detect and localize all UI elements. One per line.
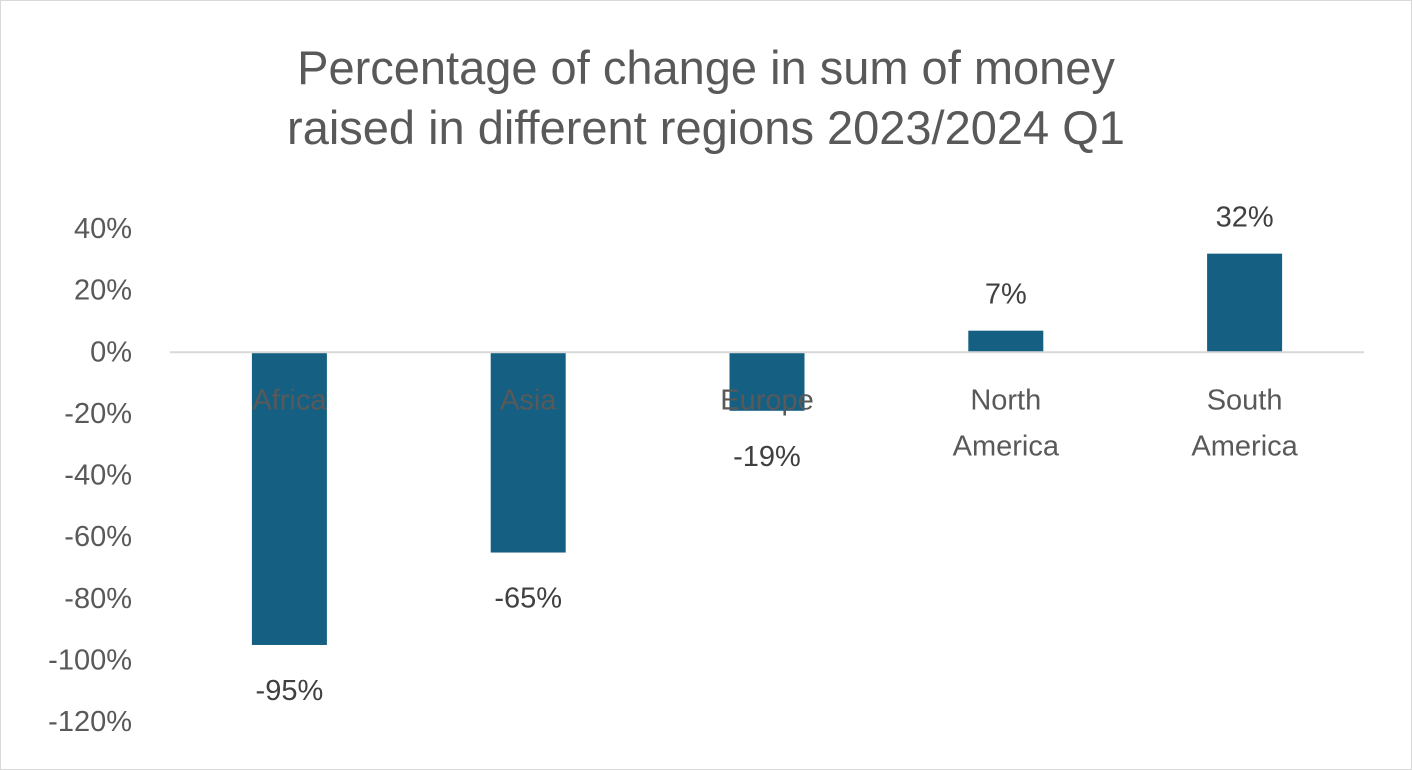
- category-label: North: [970, 384, 1041, 416]
- category-label: Asia: [500, 384, 557, 416]
- y-tick-label: -120%: [48, 706, 132, 738]
- y-tick-label: 20%: [74, 275, 132, 307]
- category-label: America: [953, 430, 1060, 462]
- chart-title-line-1: Percentage of change in sum of money: [297, 41, 1115, 94]
- data-label: 7%: [985, 279, 1027, 311]
- y-axis-ticks: 40% 20% 0% -20% -40% -60% -80% -100% -120%: [48, 213, 132, 738]
- bar: [490, 352, 566, 553]
- category-label: Africa: [252, 384, 327, 416]
- category-label: South: [1207, 384, 1283, 416]
- bar: [1207, 253, 1283, 353]
- category-labels: Africa Asia Europe North America South America: [252, 384, 1298, 462]
- y-tick-label: 0%: [90, 336, 132, 368]
- y-tick-label: -100%: [48, 644, 132, 676]
- y-tick-label: 40%: [74, 213, 132, 245]
- category-label: America: [1191, 430, 1298, 462]
- chart-title: Percentage of change in sum of money rai…: [0, 38, 1412, 158]
- data-label: 32%: [1216, 202, 1274, 234]
- bars-group: [251, 253, 1283, 645]
- y-tick-label: -80%: [64, 583, 132, 615]
- data-label: -19%: [733, 441, 801, 473]
- data-label: -95%: [256, 675, 324, 707]
- y-tick-label: -20%: [64, 398, 132, 430]
- bar: [251, 352, 327, 645]
- chart-title-line-2: raised in different regions 2023/2024 Q1: [287, 101, 1125, 154]
- bar: [968, 330, 1044, 353]
- category-label: Europe: [720, 384, 814, 416]
- y-tick-label: -40%: [64, 460, 132, 492]
- data-labels: -95% -65% -19% 7% 32%: [256, 202, 1274, 707]
- bar: [729, 352, 805, 411]
- data-label: -65%: [494, 583, 562, 615]
- y-tick-label: -60%: [64, 521, 132, 553]
